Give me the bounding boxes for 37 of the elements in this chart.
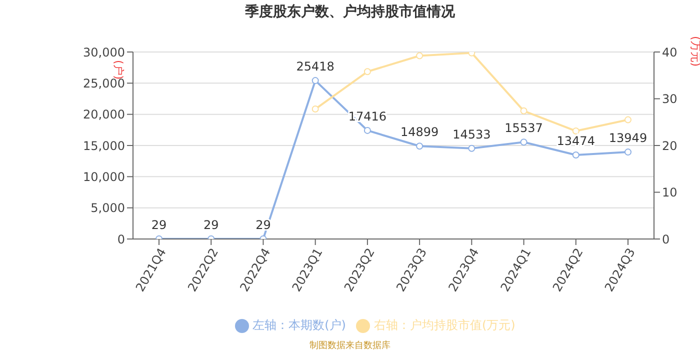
y2-tick-label: 40 — [662, 45, 678, 60]
y2-tick-label: 30 — [662, 92, 678, 106]
data-label: 13949 — [608, 131, 648, 146]
y-axis-title: (户) — [112, 60, 125, 80]
data-label: 29 — [151, 218, 167, 232]
data-label: 14533 — [452, 127, 491, 142]
y-tick-label: 20,000 — [83, 108, 125, 122]
data-label: 14899 — [400, 125, 439, 140]
legend-label: 左轴：本期数(户) — [252, 318, 346, 332]
y-tick-label: 5,000 — [90, 201, 125, 216]
point — [624, 116, 632, 124]
point — [624, 148, 632, 156]
point — [520, 107, 528, 114]
legend-label: 右轴：户均持股市值(万元) — [374, 318, 516, 332]
point — [364, 126, 371, 134]
chart-title: 季度股东户数、户均持股市值情况 — [244, 3, 456, 21]
y2-tick-label: 20 — [662, 138, 678, 153]
point — [312, 77, 319, 84]
y-tick-label: 30,000 — [83, 45, 125, 60]
y2-tick-label: 10 — [662, 186, 678, 200]
point — [416, 52, 424, 60]
point — [572, 152, 580, 159]
point — [520, 138, 528, 146]
y-tick-label: 10,000 — [83, 170, 125, 184]
point — [416, 142, 424, 150]
y-tick-label: 0 — [117, 232, 125, 246]
point — [572, 128, 580, 135]
point — [364, 68, 371, 76]
point — [468, 144, 476, 152]
data-label: 25418 — [296, 60, 334, 74]
y-tick-label: 15,000 — [83, 138, 125, 153]
data-label: 15537 — [504, 121, 543, 136]
point — [312, 106, 319, 113]
data-label: 29 — [203, 218, 219, 232]
text: 制图数据来自数据库 — [308, 340, 392, 350]
y2-tick-label: 0 — [662, 232, 670, 246]
data-label: 13474 — [556, 134, 595, 148]
